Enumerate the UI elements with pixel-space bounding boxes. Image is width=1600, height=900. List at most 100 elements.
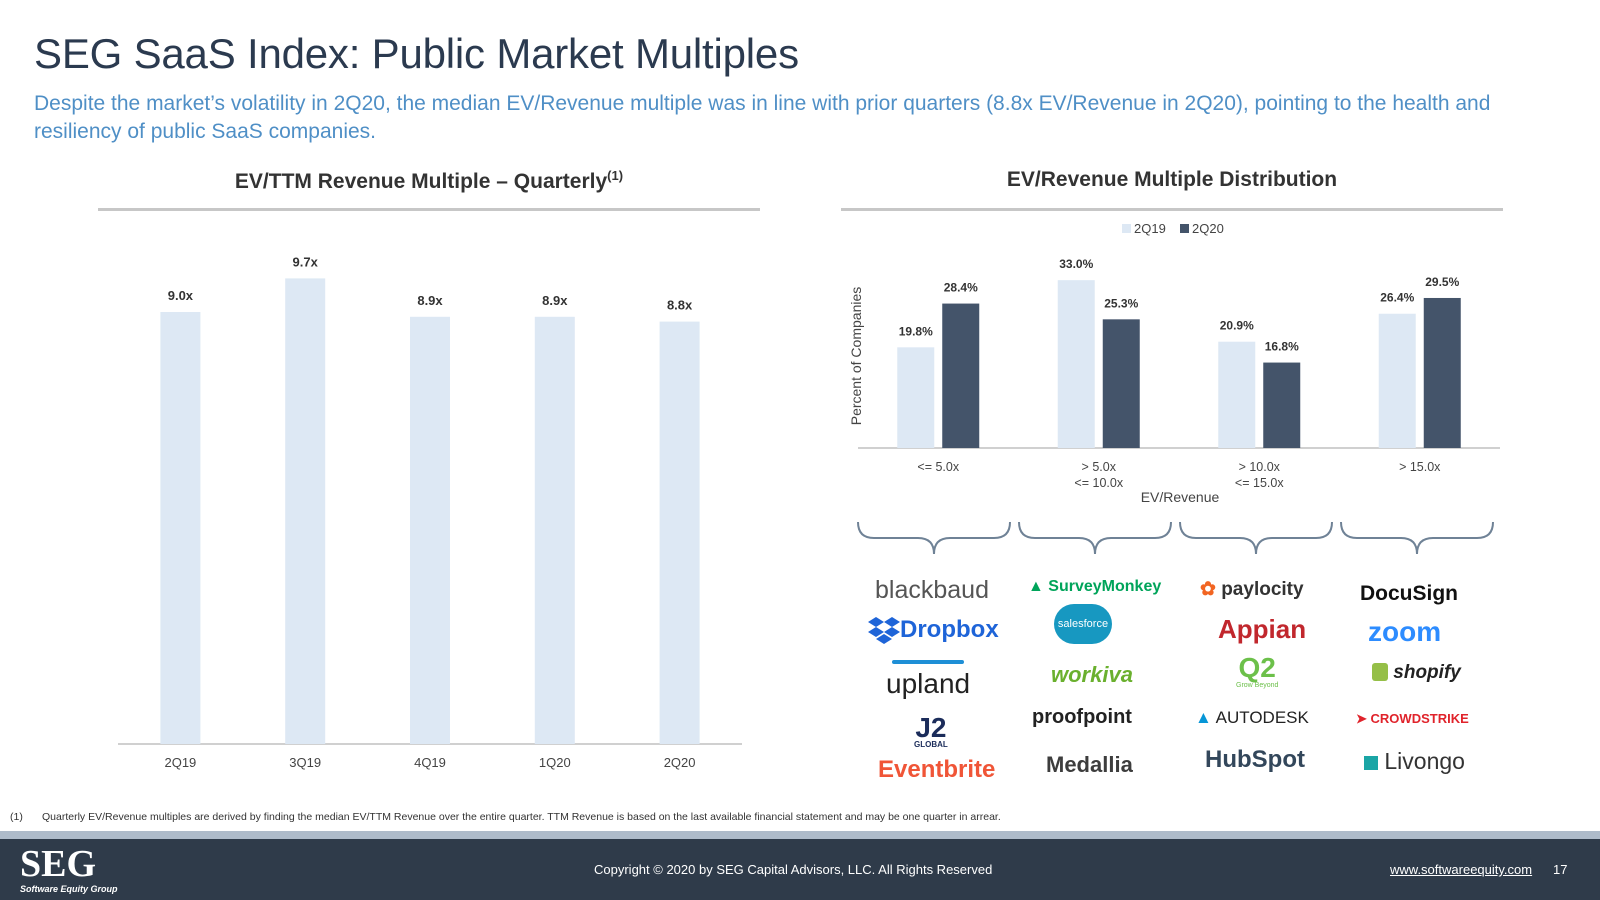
slide-subtitle: Despite the market’s volatility in 2Q20,… — [34, 92, 1491, 143]
bar-4Q19 — [410, 316, 450, 744]
bar-2Q19 — [160, 312, 201, 744]
logo-salesforce: salesforce — [1054, 604, 1112, 644]
logo-hubspot: HubSpot — [1205, 746, 1305, 773]
logo-paylocity: ✿ paylocity — [1200, 578, 1304, 601]
footer-bar — [0, 839, 1600, 900]
data-label-4Q19: 8.9x — [417, 293, 443, 308]
logo-dropbox: Dropbox — [868, 616, 999, 645]
bar-1Q20 — [534, 316, 575, 744]
bar-2Q20-2 — [1263, 362, 1301, 448]
logo-j2-text: J2 — [915, 712, 947, 743]
bar-2Q20-1 — [1102, 319, 1140, 448]
y-axis-title: Percent of Companies — [848, 287, 864, 426]
seg-logo: SEG — [20, 843, 97, 885]
tick-label-4Q19: 4Q19 — [414, 755, 446, 770]
x-axis-title: EV/Revenue — [1141, 489, 1220, 505]
logo-upland: upland — [886, 660, 970, 700]
logo-blackbaud: blackbaud — [875, 576, 989, 604]
data-label-2Q20-3: 29.5% — [1425, 275, 1459, 289]
logo-workiva: workiva — [1051, 662, 1133, 687]
tick-label-0-0: <= 5.0x — [917, 460, 959, 474]
data-label-2Q19-3: 26.4% — [1380, 291, 1414, 305]
bracket-3 — [1179, 521, 1333, 555]
legend-label-2Q20: 2Q20 — [1192, 221, 1224, 236]
website-link[interactable]: www.softwareequity.com — [1390, 862, 1533, 877]
logo-shopify: shopify — [1372, 662, 1461, 684]
dropbox-icon — [868, 616, 900, 644]
logo-q2-subtext: Grow Beyond — [1236, 682, 1279, 689]
surveymonkey-icon: ▲ — [1028, 578, 1044, 595]
data-label-2Q20-0: 28.4% — [944, 281, 978, 295]
paylocity-icon: ✿ — [1200, 579, 1216, 600]
livongo-icon — [1364, 756, 1378, 770]
data-label-2Q19-1: 33.0% — [1059, 257, 1093, 271]
logo-j2: J2 GLOBAL — [914, 714, 948, 750]
logo-j2-subtext: GLOBAL — [914, 740, 948, 749]
logo-appian: Appian — [1218, 614, 1307, 644]
logo-crowdstrike: ➤ CROWDSTRIKE — [1356, 711, 1469, 727]
data-label-2Q20-1: 25.3% — [1104, 296, 1138, 310]
tick-label-2Q19: 2Q19 — [164, 755, 196, 770]
logo-paylocity-text: paylocity — [1221, 579, 1304, 600]
logo-zoom: zoom — [1368, 616, 1442, 647]
right-chart-title: EV/Revenue Multiple Distribution — [1006, 168, 1338, 191]
logo-q2: Q2 Grow Beyond — [1236, 654, 1278, 690]
data-label-2Q19-2: 20.9% — [1220, 319, 1254, 333]
logo-docusign: DocuSign — [1360, 582, 1458, 605]
shopify-bag-icon — [1372, 663, 1388, 681]
logo-medallia: Medallia — [1046, 752, 1133, 777]
logo-upland-text: upland — [886, 668, 971, 699]
legend-swatch-2Q19 — [1122, 224, 1131, 233]
logo-shopify-text: shopify — [1393, 662, 1461, 683]
bar-2Q20-3 — [1423, 297, 1461, 448]
legend-label-2Q19: 2Q19 — [1134, 221, 1166, 236]
tick-label-1-1: <= 10.0x — [1074, 476, 1123, 490]
data-label-2Q19: 9.0x — [168, 288, 194, 303]
bracket-2 — [1018, 521, 1172, 555]
bar-2Q19-2 — [1218, 341, 1256, 448]
tick-label-2Q20: 2Q20 — [664, 755, 696, 770]
bar-3Q19 — [285, 278, 326, 744]
logo-autodesk-text: AUTODESK — [1215, 708, 1309, 727]
data-label-3Q19: 9.7x — [293, 254, 319, 269]
bar-2Q19-3 — [1378, 313, 1416, 448]
data-label-2Q20-2: 16.8% — [1265, 340, 1299, 354]
bracket-4 — [1340, 521, 1494, 555]
footer-stripe — [0, 831, 1600, 839]
logo-crowdstrike-text: CROWDSTRIKE — [1370, 711, 1469, 726]
left-chart-title-text: EV/TTM Revenue Multiple – Quarterly — [234, 170, 608, 193]
data-label-2Q19-0: 19.8% — [899, 324, 933, 338]
tick-label-1-0: > 5.0x — [1082, 460, 1117, 474]
legend-swatch-2Q20 — [1180, 224, 1189, 233]
bracket-1 — [857, 521, 1011, 555]
right-title-rule — [841, 208, 1503, 211]
logo-dropbox-text: Dropbox — [900, 616, 999, 643]
footnote: (1) Quarterly EV/Revenue multiples are de… — [10, 811, 1001, 823]
tick-label-3-0: > 15.0x — [1399, 460, 1441, 474]
bar-2Q19-1 — [1057, 280, 1095, 448]
crowdstrike-falcon-icon: ➤ — [1356, 711, 1367, 726]
slide-title: SEG SaaS Index: Public Market Multiples — [34, 30, 799, 77]
logo-eventbrite: Eventbrite — [878, 756, 996, 783]
upland-swoosh-icon — [892, 660, 964, 664]
page-number: 17 — [1553, 862, 1568, 877]
logo-livongo-text: Livongo — [1384, 748, 1465, 774]
company-logos: blackbaud Dropbox upland J2 GLOBAL Event… — [850, 566, 1500, 796]
logo-livongo: Livongo — [1364, 748, 1465, 775]
bar-2Q20 — [659, 321, 700, 744]
logo-autodesk: ▲ AUTODESK — [1195, 708, 1309, 728]
bar-2Q19-0 — [897, 347, 935, 448]
data-label-1Q20: 8.9x — [542, 293, 568, 308]
bar-2Q20-0 — [942, 303, 980, 448]
logo-q2-text: Q2 — [1238, 652, 1276, 683]
tick-label-1Q20: 1Q20 — [539, 755, 571, 770]
tick-label-2-1: <= 15.0x — [1235, 476, 1284, 490]
logo-surveymonkey: ▲ SurveyMonkey — [1028, 578, 1161, 596]
left-chart-title: EV/TTM Revenue Multiple – Quarterly(1) — [98, 168, 760, 194]
logo-proofpoint: proofpoint — [1032, 706, 1132, 728]
footnote-ref: (1) — [607, 168, 624, 183]
autodesk-icon: ▲ — [1195, 708, 1212, 727]
